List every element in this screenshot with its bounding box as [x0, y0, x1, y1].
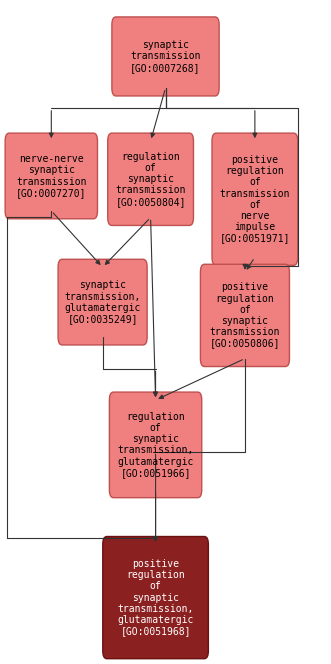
FancyBboxPatch shape	[109, 392, 202, 498]
FancyBboxPatch shape	[5, 133, 98, 219]
Text: positive
regulation
of
synaptic
transmission,
glutamatergic
[GO:0051968]: positive regulation of synaptic transmis…	[118, 559, 194, 636]
FancyBboxPatch shape	[200, 264, 289, 367]
Text: regulation
of
synaptic
transmission,
glutamatergic
[GO:0051966]: regulation of synaptic transmission, glu…	[118, 412, 194, 478]
Text: synaptic
transmission,
glutamatergic
[GO:0035249]: synaptic transmission, glutamatergic [GO…	[65, 280, 141, 324]
FancyBboxPatch shape	[103, 537, 209, 659]
Text: positive
regulation
of
synaptic
transmission
[GO:0050806]: positive regulation of synaptic transmis…	[210, 282, 280, 349]
FancyBboxPatch shape	[58, 259, 147, 345]
FancyBboxPatch shape	[108, 133, 193, 225]
Text: nerve-nerve
synaptic
transmission
[GO:0007270]: nerve-nerve synaptic transmission [GO:00…	[16, 154, 86, 198]
Text: synaptic
transmission
[GO:0007268]: synaptic transmission [GO:0007268]	[130, 41, 201, 72]
Text: positive
regulation
of
transmission
of
nerve
impulse
[GO:0051971]: positive regulation of transmission of n…	[220, 155, 290, 244]
FancyBboxPatch shape	[112, 17, 219, 96]
Text: regulation
of
synaptic
transmission
[GO:0050804]: regulation of synaptic transmission [GO:…	[116, 152, 186, 207]
FancyBboxPatch shape	[212, 133, 298, 265]
